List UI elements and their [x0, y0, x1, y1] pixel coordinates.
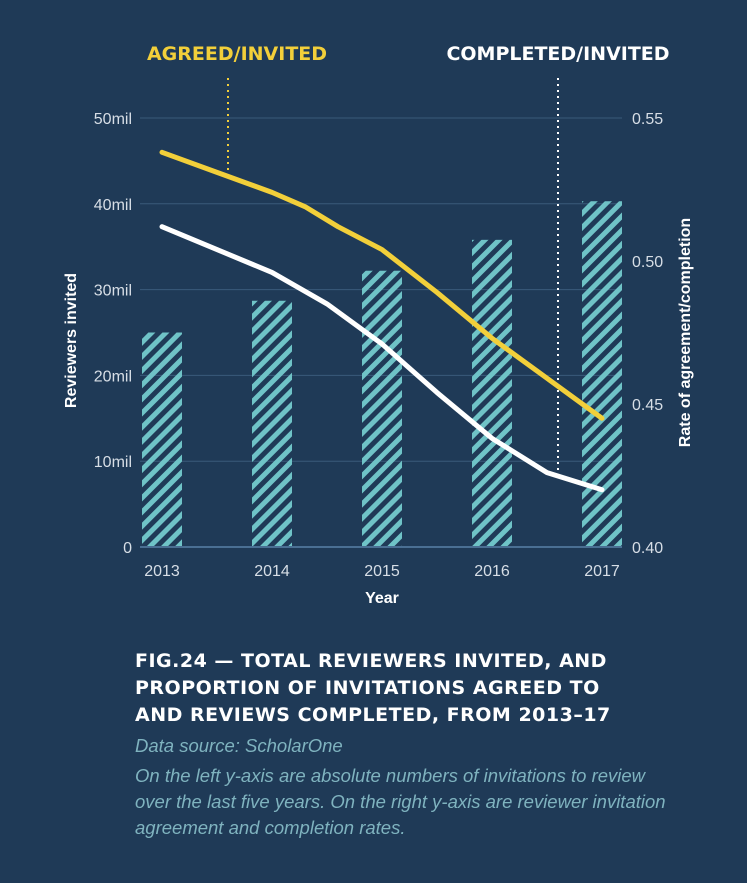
- x-tick-label: 2013: [144, 563, 180, 580]
- y2-tick-label: 0.40: [632, 540, 663, 557]
- agreed-line: [159, 149, 605, 421]
- x-axis-label: Year: [365, 590, 399, 607]
- caption-title-line: PROPORTION OF INVITATIONS AGREED TO: [135, 677, 600, 699]
- annotation-label: COMPLETED/INVITED: [446, 43, 669, 65]
- y2-tick-label: 0.50: [632, 254, 663, 271]
- bar: [252, 300, 292, 547]
- x-tick-label: 2017: [584, 563, 620, 580]
- y-tick-label: 10mil: [94, 454, 132, 471]
- y-axis-label: Reviewers invited: [63, 273, 80, 408]
- completed-line: [159, 224, 605, 493]
- y-tick-label: 30mil: [94, 283, 132, 300]
- bar: [362, 270, 402, 547]
- caption-source: Data source: ScholarOne: [135, 735, 343, 756]
- caption-title: FIG.24 — TOTAL REVIEWERS INVITED, AND PR…: [135, 648, 695, 729]
- x-tick-label: 2015: [364, 563, 400, 580]
- bar: [582, 201, 622, 547]
- y-tick-label: 20mil: [94, 368, 132, 385]
- caption-note: On the left y-axis are absolute numbers …: [135, 765, 666, 838]
- y2-axis-label: Rate of agreement/completion: [677, 218, 694, 447]
- chart: AGREED/INVITED COMPLETED/INVITED 0 10mil 20…: [63, 43, 694, 607]
- bar: [142, 332, 182, 547]
- bar: [472, 239, 512, 547]
- y-tick-label: 0: [123, 540, 132, 557]
- y2-tick-label: 0.45: [632, 397, 663, 414]
- y-tick-label: 50mil: [94, 111, 132, 128]
- caption-title-line: AND REVIEWS COMPLETED, FROM 2013–17: [135, 704, 611, 726]
- y2-tick-label: 0.55: [632, 111, 663, 128]
- x-tick-label: 2016: [474, 563, 510, 580]
- figure-caption: FIG.24 — TOTAL REVIEWERS INVITED, AND PR…: [135, 648, 695, 841]
- caption-title-line: FIG.24 — TOTAL REVIEWERS INVITED, AND: [135, 650, 607, 672]
- y-tick-label: 40mil: [94, 197, 132, 214]
- x-tick-label: 2014: [254, 563, 290, 580]
- annotation-label: AGREED/INVITED: [147, 43, 327, 65]
